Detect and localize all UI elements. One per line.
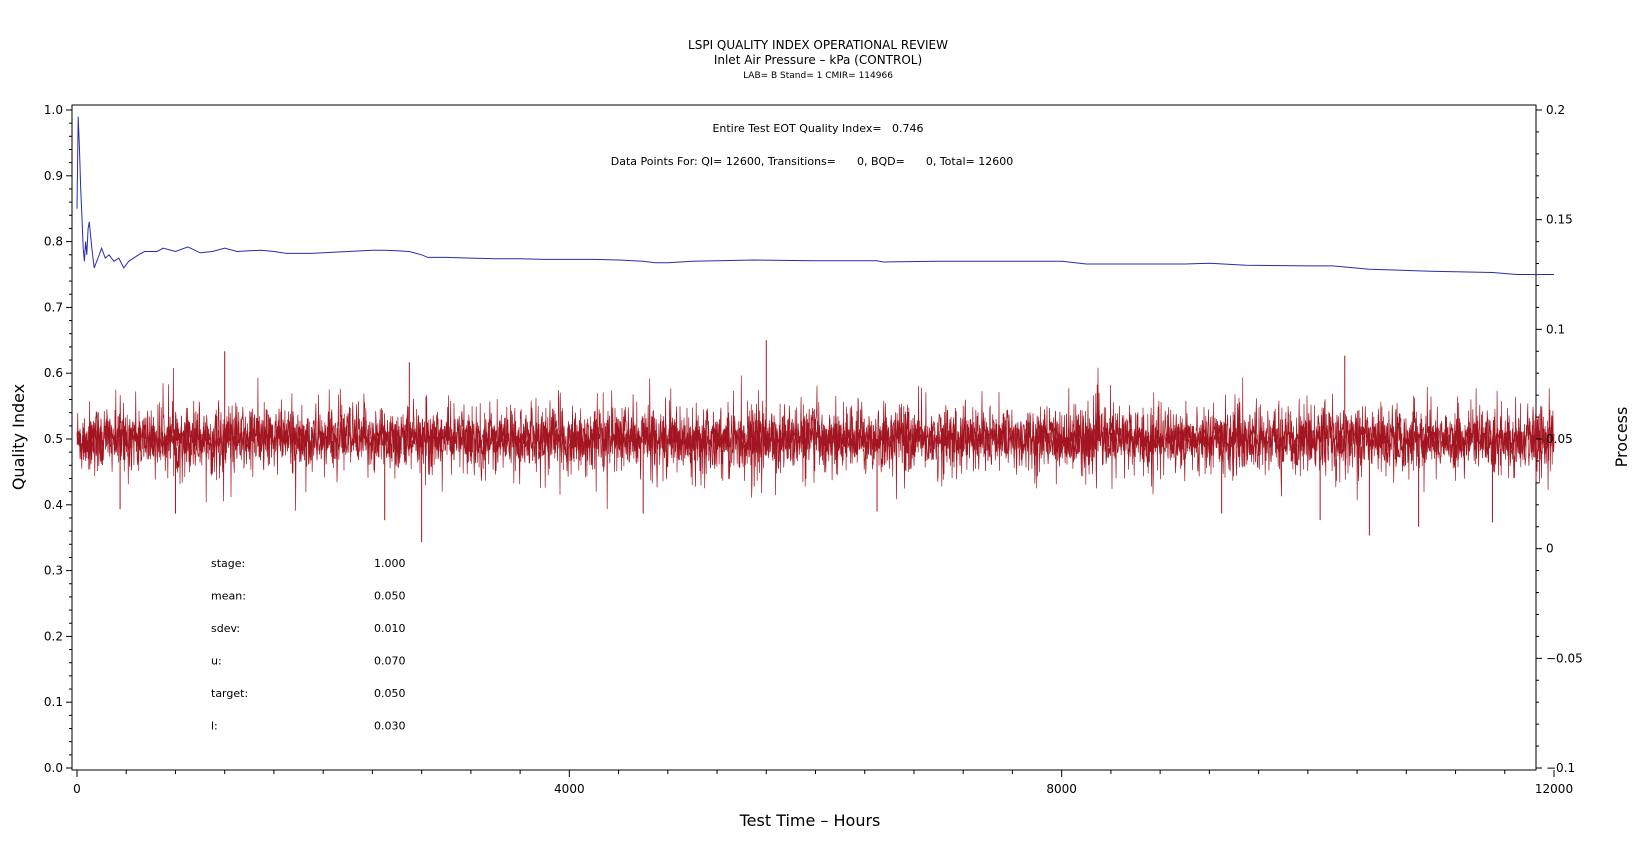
stats-block: stage: 1.000 mean: 0.050 sdev: 0.010 u: 0.070 ta…	[211, 557, 406, 733]
quality-index-series	[76, 116, 1554, 275]
x-tick-label: 12000	[1535, 782, 1573, 796]
y-left-tick-label: 0.2	[44, 629, 63, 643]
y-right-tick-label: −0.1	[1546, 761, 1575, 775]
annotation-quality-index: Entire Test EOT Quality Index= 0.746	[712, 122, 923, 135]
y-left-tick-label: 0.5	[44, 432, 63, 446]
stat-label: l:	[211, 720, 218, 733]
x-tick-label: 0	[73, 782, 81, 796]
y-left-tick-label: 0.1	[44, 695, 63, 709]
y-right-tick-label: 0.15	[1546, 213, 1573, 227]
stat-value: 0.050	[374, 590, 406, 603]
y-right-tick-label: 0.1	[1546, 322, 1565, 336]
y-left-tick-label: 0.6	[44, 366, 63, 380]
y-axis-left-label: Quality Index	[9, 384, 28, 490]
chart-title: LSPI QUALITY INDEX OPERATIONAL REVIEW	[688, 38, 948, 52]
y-left-tick-label: 0.0	[44, 761, 63, 775]
y-right-tick-label: 0.2	[1546, 103, 1565, 117]
x-tick-label: 8000	[1046, 782, 1077, 796]
y-left-tick-label: 0.9	[44, 169, 63, 183]
process-series	[76, 340, 1555, 543]
stat-label: sdev:	[211, 622, 240, 635]
stat-value: 1.000	[374, 557, 406, 570]
y-left-tick-label: 0.8	[44, 235, 63, 249]
y-right-tick-label: 0.05	[1546, 432, 1573, 446]
x-tick-label: 4000	[554, 782, 585, 796]
stat-label: stage:	[211, 557, 245, 570]
right-axis: −0.1 −0.05 0 0.05 0.1 0.15 0.2	[1536, 103, 1583, 775]
y-right-tick-label: −0.05	[1546, 651, 1583, 665]
annotation-data-points: Data Points For: QI= 12600, Transitions=…	[611, 155, 1013, 168]
quality-index-line	[76, 116, 1554, 275]
process-line-core	[76, 401, 1555, 487]
stat-value: 0.010	[374, 622, 406, 635]
stat-value: 0.070	[374, 655, 406, 668]
chart-subsubtitle: LAB= B Stand= 1 CMIR= 114966	[743, 71, 893, 81]
y-left-tick-label: 1.0	[44, 103, 63, 117]
y-left-tick-label: 0.4	[44, 498, 63, 512]
left-axis: 0.0 0.1 0.2 0.3 0.4 0.5 0.6 0.7 0.8 0.9 1.0	[44, 103, 72, 775]
y-axis-right-label: Process	[1612, 407, 1631, 468]
stat-label: u:	[211, 655, 222, 668]
stat-label: mean:	[211, 590, 246, 603]
y-right-tick-label: 0	[1546, 542, 1554, 556]
stat-value: 0.050	[374, 687, 406, 700]
stat-value: 0.030	[374, 720, 406, 733]
stat-label: target:	[211, 687, 248, 700]
chart-subtitle: Inlet Air Pressure – kPa (CONTROL)	[714, 53, 922, 67]
x-axis: 0 4000 8000 12000	[73, 770, 1573, 796]
y-left-tick-label: 0.3	[44, 564, 63, 578]
y-left-tick-label: 0.7	[44, 300, 63, 314]
x-axis-label: Test Time – Hours	[739, 811, 881, 830]
